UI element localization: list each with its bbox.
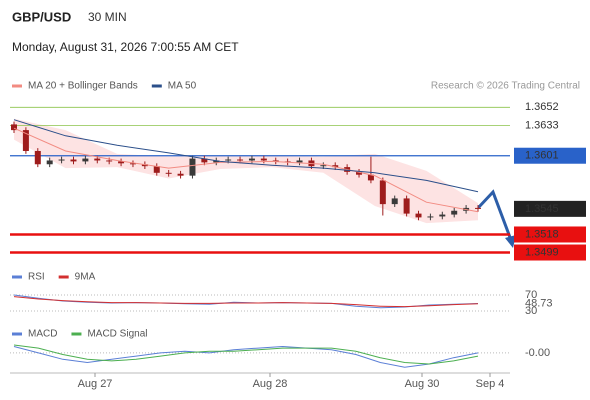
timestamp: Monday, August 31, 2026 7:00:55 AM CET (12, 40, 239, 54)
level-box (514, 147, 586, 164)
candle-body (177, 173, 184, 176)
candle-body (225, 159, 232, 161)
candle-body (439, 214, 446, 217)
candle-body (141, 164, 148, 167)
candle-body (379, 180, 386, 205)
last-price-box (514, 200, 586, 217)
candle-body (213, 160, 220, 163)
source: Research © 2026 Trading Central (431, 81, 580, 92)
candle-body (165, 172, 172, 174)
candle-body (46, 160, 53, 165)
candle-body (237, 159, 244, 161)
level-box (514, 244, 586, 261)
indicator-line (13, 344, 479, 365)
level-label: 1.3518 (525, 228, 559, 240)
level-label: 1.3633 (525, 119, 559, 131)
legend-label: MACD Signal (87, 329, 147, 340)
candle-body (367, 174, 374, 181)
candle-body (11, 124, 17, 131)
candle-body (34, 150, 41, 165)
level-label: 1.3601 (525, 150, 559, 162)
legend-label: MACD (28, 329, 57, 340)
candle-body (248, 158, 255, 161)
candle-body (427, 216, 434, 218)
candle-body (82, 158, 89, 162)
candle-body (451, 210, 458, 215)
candle-body (260, 158, 267, 161)
y-tick-label: -0.00 (525, 347, 550, 359)
candle-body (70, 159, 77, 162)
candle-body (272, 160, 279, 162)
bollinger-band (14, 118, 478, 224)
last-price-label: 1.3545 (525, 203, 559, 215)
candle-body (22, 130, 29, 151)
legend-label: RSI (28, 272, 45, 283)
y-tick-label: 70 (525, 289, 537, 301)
candle-body (189, 158, 196, 176)
last-value-label: 48.73 (525, 297, 553, 309)
x-tick-label: Sep 4 (476, 378, 505, 390)
candle-body (356, 171, 363, 175)
ma-line (13, 119, 479, 193)
forecast-arrowhead (505, 235, 516, 248)
y-tick-label: 30 (525, 305, 537, 317)
indicator-line (13, 296, 479, 308)
candle-body (320, 165, 327, 167)
legend-label: MA 50 (168, 81, 197, 92)
candle-body (129, 163, 136, 165)
candle-body (106, 160, 113, 162)
candle-body (332, 165, 339, 168)
level-label: 1.3499 (525, 246, 559, 258)
candle-body (94, 158, 101, 161)
forecast-arrow (476, 189, 513, 241)
candle-body (118, 161, 125, 164)
candle-body (403, 198, 410, 214)
legend-label: MA 20 + Bollinger Bands (28, 81, 138, 92)
candle-body (153, 166, 160, 173)
candle-body (201, 158, 208, 163)
level-label: 1.3652 (525, 101, 559, 113)
ma-line (13, 127, 479, 213)
indicator-line (13, 345, 479, 368)
x-tick-label: Aug 27 (78, 378, 113, 390)
x-tick-label: Aug 30 (405, 378, 440, 390)
legend-label: 9MA (75, 272, 96, 283)
level-box (514, 226, 586, 243)
symbol: GBP/USD (12, 9, 71, 24)
candle-body (58, 159, 65, 161)
candle-body (296, 160, 303, 163)
timeframe: 30 MIN (88, 10, 127, 24)
candle-body (475, 207, 481, 209)
candle-body (415, 213, 422, 218)
candle-body (391, 198, 398, 205)
x-tick-label: Aug 28 (253, 378, 288, 390)
